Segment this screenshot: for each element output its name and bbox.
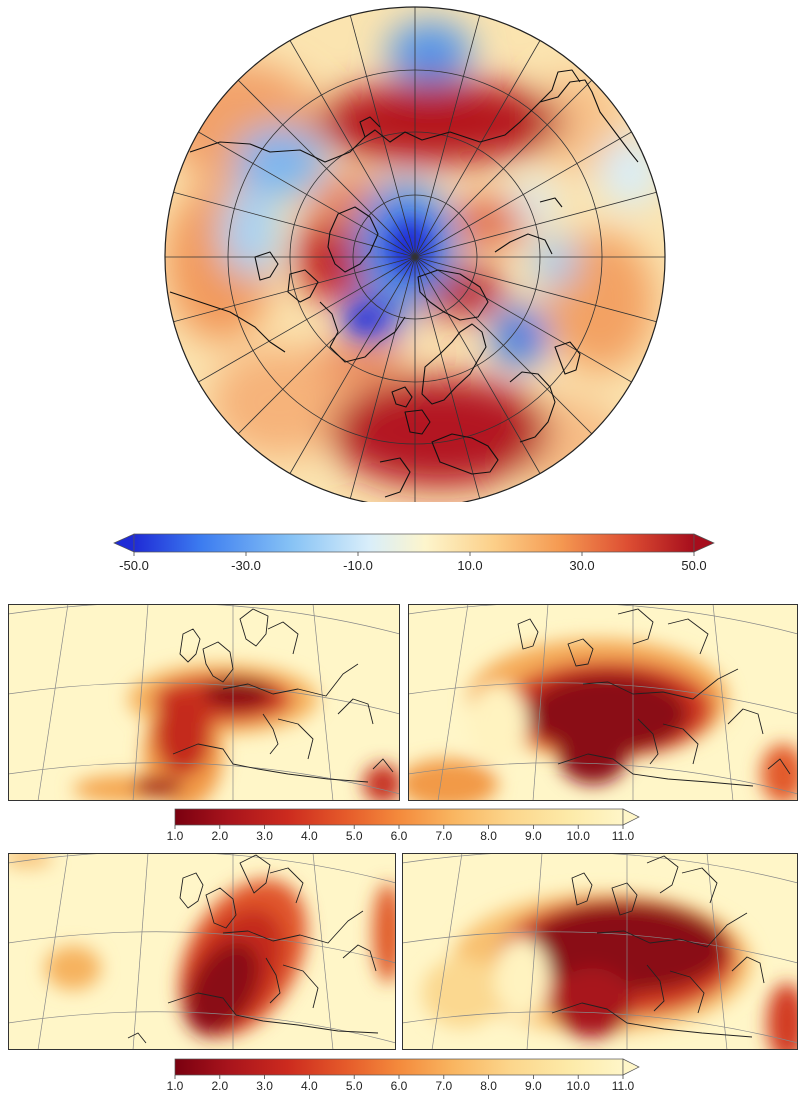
- regional-colorbar-top-tick-label: 6.0: [391, 829, 408, 843]
- regional-map-top-right-svg: [408, 604, 798, 801]
- polar-map: [160, 2, 670, 502]
- regional-colorbar-bottom-tick-label: 5.0: [346, 1079, 363, 1093]
- regional-colorbar-top-tick-label: 7.0: [435, 829, 452, 843]
- regional-colorbar-top-tick-label: 9.0: [525, 829, 542, 843]
- regional-colorbar-top-tick-label: 4.0: [301, 829, 318, 843]
- regional-colorbar-bottom-svg: 1.0 2.0 3.0 4.0 5.0 6.0 7.0 8.0 9.0 10.0 11.0: [167, 1058, 640, 1093]
- polar-coastlines: [169, 69, 639, 498]
- regional-colorbar-top-tick-label: 11.0: [612, 829, 635, 843]
- regional-colorbar-top: 1.0 2.0 3.0 4.0 5.0 6.0 7.0 8.0 9.0 10.0 11.0: [165, 804, 655, 844]
- polar-colorbar-tick-label: 10.0: [457, 558, 482, 573]
- regional-colorbar-bottom-tick-label: 7.0: [435, 1079, 452, 1093]
- colorbar-max-arrow: [693, 533, 715, 553]
- regional-colorbar-top-tick-label: 2.0: [211, 829, 228, 843]
- regional-colorbar-bottom-tick-label: 2.0: [211, 1079, 228, 1093]
- regional-map-top-left: [8, 604, 400, 801]
- colorbar-bottom-max-arrow: [622, 1058, 640, 1076]
- regional-colorbar-top-svg: 1.0 2.0 3.0 4.0 5.0 6.0 7.0 8.0 9.0 10.0 11.0: [167, 808, 640, 843]
- polar-colorbar-tick-label: -30.0: [231, 558, 261, 573]
- polar-colorbar-tick-label: -10.0: [343, 558, 373, 573]
- regional-map-bottom-left: [8, 853, 396, 1050]
- regional-colorbar-top-tick-label: 3.0: [256, 829, 273, 843]
- regional-map-top-left-svg: [8, 604, 400, 801]
- colorbar-bottom-gradient: [174, 1058, 624, 1076]
- colorbar-top-gradient: [174, 808, 624, 826]
- regional-colorbar-bottom-tick-label: 3.0: [256, 1079, 273, 1093]
- regional-colorbar-bottom-tick-label: 4.0: [301, 1079, 318, 1093]
- polar-map-border: [164, 6, 666, 502]
- polar-map-svg: [164, 6, 666, 502]
- regional-colorbar-top-tick-label: 10.0: [567, 829, 591, 843]
- polar-graticule: [165, 7, 665, 502]
- regional-colorbar-bottom-tick-label: 6.0: [391, 1079, 408, 1093]
- polar-colorbar-svg: -50.0 -30.0 -10.0 10.0 30.0 50.0: [113, 533, 715, 573]
- regional-colorbar-bottom-tick-label: 10.0: [567, 1079, 591, 1093]
- polar-colorbar-tick-label: 50.0: [681, 558, 706, 573]
- regional-colorbar-bottom-tick-label: 9.0: [525, 1079, 542, 1093]
- regional-colorbar-bottom: 1.0 2.0 3.0 4.0 5.0 6.0 7.0 8.0 9.0 10.0 11.0: [165, 1054, 655, 1094]
- colorbar-min-arrow: [113, 533, 135, 553]
- regional-colorbar-top-tick-label: 1.0: [167, 829, 184, 843]
- regional-colorbar-bottom-tick-label: 1.0: [167, 1079, 184, 1093]
- regional-colorbar-bottom-tick-label: 11.0: [612, 1079, 635, 1093]
- polar-colorbar: -50.0 -30.0 -10.0 10.0 30.0 50.0: [110, 530, 720, 580]
- regional-colorbar-top-tick-label: 5.0: [346, 829, 363, 843]
- colorbar-top-max-arrow: [622, 808, 640, 826]
- regional-map-bottom-left-svg: [8, 853, 396, 1050]
- polar-colorbar-tick-label: -50.0: [119, 558, 149, 573]
- colorbar-gradient: [133, 533, 695, 553]
- regional-colorbar-top-tick-label: 8.0: [480, 829, 497, 843]
- regional-map-bottom-right: [402, 853, 798, 1050]
- regional-map-bottom-right-svg: [402, 853, 798, 1050]
- regional-colorbar-bottom-tick-label: 8.0: [480, 1079, 497, 1093]
- regional-map-top-right: [408, 604, 798, 801]
- polar-colorbar-tick-label: 30.0: [569, 558, 594, 573]
